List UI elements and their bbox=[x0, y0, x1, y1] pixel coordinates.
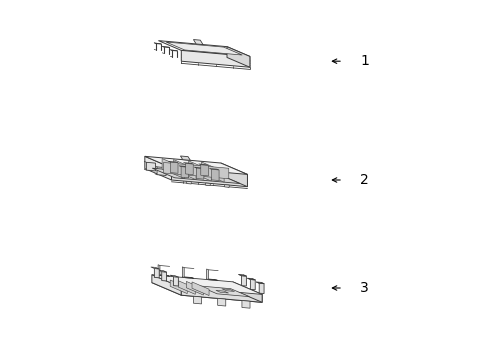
Polygon shape bbox=[189, 161, 211, 181]
Polygon shape bbox=[201, 165, 208, 176]
Polygon shape bbox=[224, 185, 229, 187]
Polygon shape bbox=[233, 282, 262, 302]
Polygon shape bbox=[216, 291, 229, 293]
Polygon shape bbox=[207, 269, 208, 280]
Polygon shape bbox=[201, 162, 224, 182]
Polygon shape bbox=[170, 275, 178, 277]
Polygon shape bbox=[147, 162, 155, 171]
Polygon shape bbox=[181, 167, 189, 178]
Polygon shape bbox=[182, 277, 194, 278]
Polygon shape bbox=[198, 286, 249, 297]
Polygon shape bbox=[186, 163, 193, 175]
Polygon shape bbox=[198, 164, 208, 166]
Polygon shape bbox=[152, 275, 181, 295]
Polygon shape bbox=[181, 50, 250, 67]
Polygon shape bbox=[222, 289, 235, 292]
Polygon shape bbox=[182, 267, 184, 278]
Polygon shape bbox=[180, 156, 191, 160]
Polygon shape bbox=[186, 282, 203, 295]
Polygon shape bbox=[247, 278, 255, 280]
Polygon shape bbox=[162, 158, 185, 179]
Polygon shape bbox=[158, 265, 160, 275]
Polygon shape bbox=[194, 167, 204, 169]
Polygon shape bbox=[145, 156, 172, 180]
Polygon shape bbox=[221, 163, 247, 187]
Polygon shape bbox=[166, 42, 242, 55]
Polygon shape bbox=[179, 166, 189, 167]
Polygon shape bbox=[194, 296, 201, 304]
Polygon shape bbox=[181, 287, 262, 302]
Polygon shape bbox=[145, 156, 247, 175]
Text: 2: 2 bbox=[360, 173, 369, 187]
Polygon shape bbox=[152, 168, 240, 184]
Polygon shape bbox=[171, 162, 178, 173]
Polygon shape bbox=[158, 275, 170, 276]
Polygon shape bbox=[192, 282, 209, 296]
Polygon shape bbox=[183, 162, 193, 164]
Polygon shape bbox=[172, 168, 247, 187]
Polygon shape bbox=[194, 40, 203, 45]
Polygon shape bbox=[256, 282, 264, 284]
Polygon shape bbox=[187, 181, 191, 184]
Polygon shape bbox=[154, 269, 159, 278]
Polygon shape bbox=[164, 162, 229, 179]
Polygon shape bbox=[207, 279, 218, 280]
Polygon shape bbox=[250, 279, 255, 290]
Polygon shape bbox=[218, 298, 226, 306]
Polygon shape bbox=[157, 167, 166, 175]
Polygon shape bbox=[162, 272, 167, 281]
Polygon shape bbox=[206, 183, 210, 186]
Polygon shape bbox=[152, 275, 262, 294]
Polygon shape bbox=[178, 281, 196, 294]
Polygon shape bbox=[239, 274, 246, 276]
Polygon shape bbox=[259, 283, 264, 293]
Polygon shape bbox=[170, 280, 187, 294]
Polygon shape bbox=[196, 168, 204, 179]
Polygon shape bbox=[158, 270, 167, 272]
Polygon shape bbox=[152, 283, 262, 302]
Text: 1: 1 bbox=[360, 54, 369, 68]
Polygon shape bbox=[173, 277, 178, 286]
Polygon shape bbox=[242, 301, 250, 308]
Polygon shape bbox=[212, 169, 219, 180]
Polygon shape bbox=[242, 276, 246, 286]
Polygon shape bbox=[173, 159, 196, 180]
Polygon shape bbox=[158, 41, 250, 57]
Text: 3: 3 bbox=[360, 281, 369, 295]
Polygon shape bbox=[227, 47, 250, 67]
Polygon shape bbox=[168, 161, 178, 163]
Polygon shape bbox=[209, 168, 219, 170]
Polygon shape bbox=[151, 267, 159, 269]
